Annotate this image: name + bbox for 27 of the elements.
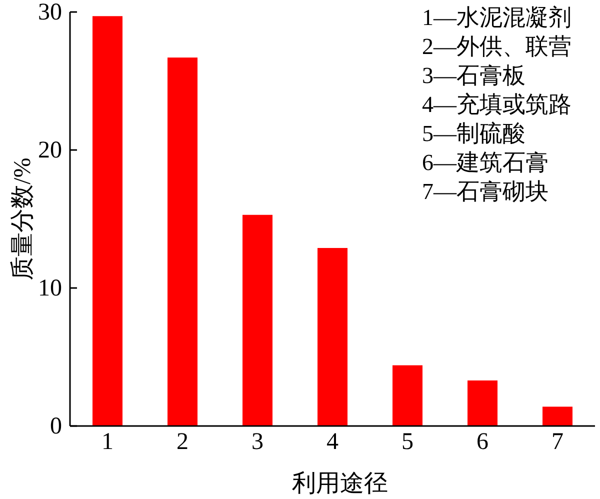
x-tick-label: 5 [402, 429, 414, 455]
annotation: 3—石膏板 [422, 63, 526, 88]
bar [92, 16, 122, 426]
x-tick-label: 3 [252, 429, 264, 455]
x-tick-label: 7 [552, 429, 564, 455]
y-tick-label: 30 [38, 0, 62, 26]
annotation: 7—石膏砌块 [422, 179, 548, 204]
bar [318, 248, 348, 426]
x-tick-label: 4 [326, 429, 338, 455]
y-tick-label: 0 [50, 414, 62, 440]
x-tick-label: 2 [176, 429, 188, 455]
bar [168, 58, 198, 426]
x-tick-label: 6 [476, 429, 488, 455]
bar [542, 406, 572, 426]
y-tick-label: 10 [38, 276, 62, 302]
annotation: 5—制硫酸 [422, 121, 526, 146]
annotation: 6—建筑石膏 [422, 150, 548, 175]
bar [242, 214, 272, 426]
annotation: 1—水泥混凝剂 [422, 5, 572, 30]
bar [392, 365, 422, 426]
annotation: 4—充填或筑路 [422, 92, 572, 117]
x-tick-label: 1 [102, 429, 114, 455]
annotation: 2—外供、联营 [422, 34, 572, 59]
y-tick-label: 20 [38, 138, 62, 164]
x-axis-title: 利用途径 [292, 471, 388, 497]
y-axis-title: 质量分数/% [10, 158, 36, 280]
bar [468, 380, 498, 426]
